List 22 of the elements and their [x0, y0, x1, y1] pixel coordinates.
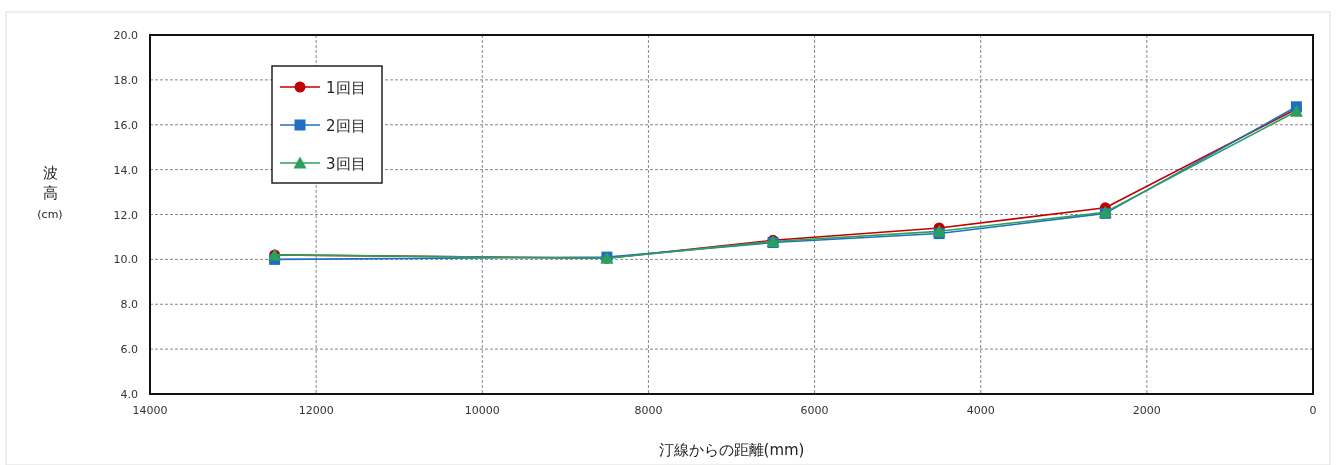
x-tick-label: 12000: [298, 404, 334, 417]
legend-label: 1回目: [326, 79, 366, 97]
y-tick-label: 8.0: [120, 298, 138, 312]
x-tick-label: 0: [1309, 404, 1317, 417]
x-tick-label: 2000: [1132, 404, 1161, 417]
legend-label: 2回目: [326, 117, 366, 135]
y-tick-label: 12.0: [113, 208, 138, 222]
ylabel: 波高 (cm): [37, 164, 63, 221]
x-tick-label: 14000: [132, 404, 168, 417]
x-tick-label: 4000: [966, 404, 995, 417]
x-axis-title: 汀線からの距離(mm): [658, 441, 805, 459]
y-tick-label: 14.0: [113, 163, 138, 177]
x-tick-label: 8000: [634, 404, 663, 417]
y-tick-label: 4.0: [120, 388, 138, 401]
y-tick-label: 6.0: [120, 343, 138, 357]
y-tick-label: 10.0: [113, 253, 138, 267]
legend-label: 3回目: [326, 155, 366, 173]
y-tick-label: 18.0: [113, 73, 138, 87]
x-tick-label: 10000: [464, 404, 500, 417]
x-tick-label: 6000: [800, 404, 829, 417]
y-tick-label: 16.0: [113, 118, 138, 132]
y-tick-label: 20.0: [113, 29, 138, 42]
